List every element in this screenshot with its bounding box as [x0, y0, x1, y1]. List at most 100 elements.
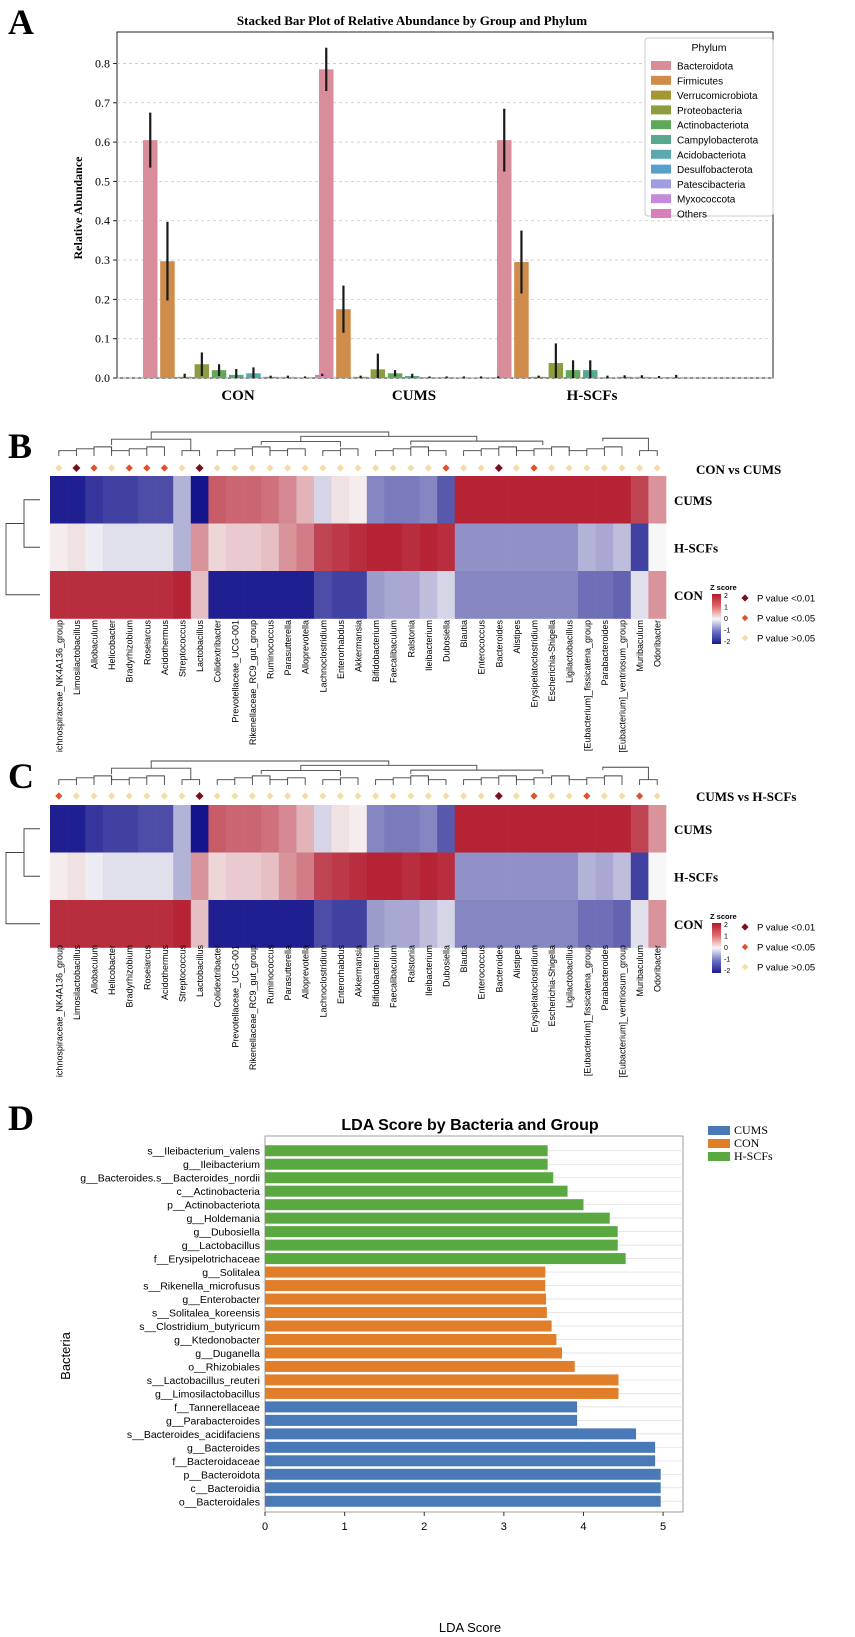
- panel-c-heatmap-cell: [437, 900, 456, 948]
- panel-c-significance-marker: [143, 792, 151, 800]
- panel-b-column-label: Bacteroides: [494, 620, 504, 668]
- panel-c-heatmap-cell: [226, 805, 244, 853]
- panel-c-heatmap-cell: [630, 852, 649, 901]
- panel-c-column-label: Alistipes: [512, 945, 522, 979]
- panel-c-heatmap-cell: [85, 900, 104, 948]
- panel-c-legend-label: P value <0.01: [757, 923, 815, 934]
- panel-b-heatmap-cell: [613, 523, 632, 572]
- panel-c-significance-marker: [195, 792, 204, 800]
- panel-c-heatmap-cell: [314, 805, 332, 853]
- panel-c-dendrogram-branch: [234, 777, 253, 785]
- panel-a-legend-swatch: [651, 105, 671, 115]
- panel-b-heatmap-cell: [331, 523, 350, 572]
- panel-c-significance-marker: [460, 792, 468, 800]
- panel-c-heatmap-cell: [560, 852, 579, 901]
- panel-c-heatmap-cell: [173, 805, 192, 853]
- panel-b-significance-marker: [108, 464, 116, 472]
- panel-b-significance-marker: [618, 464, 626, 472]
- panel-b-significance-marker: [372, 464, 380, 472]
- panel-c-heatmap-cell: [155, 805, 174, 853]
- panel-c-heatmap-cell: [138, 852, 156, 901]
- panel-b-significance-marker: [583, 464, 591, 472]
- panel-c-colorbar-tick: 0: [724, 945, 728, 952]
- panel-d-xtick-label: 2: [421, 1521, 427, 1533]
- panel-b-heatmap-cell: [402, 523, 420, 572]
- panel-b-heatmap-cell: [102, 476, 121, 524]
- panel-a-legend-swatch: [651, 179, 671, 189]
- panel-c-heatmap-cell: [102, 805, 121, 853]
- panel-b-column-label: Acidothermus: [160, 620, 170, 676]
- panel-b-heatmap-cell: [50, 523, 68, 572]
- panel-b-significance-marker: [600, 464, 608, 472]
- panel-c-column-label: Lactobacillus: [195, 945, 205, 998]
- panel-c-heatmap-cell: [595, 900, 614, 948]
- panel-b-heatmap-cell: [138, 476, 156, 524]
- panel-b-significance-marker: [424, 464, 432, 472]
- panel-b-column-label: Odoribacter: [653, 620, 663, 667]
- panel-c-heatmap-cell: [138, 900, 156, 948]
- panel-c-heatmap-cell: [384, 852, 403, 901]
- panel-label-c: C: [8, 756, 34, 796]
- panel-b-heatmap-cell: [366, 476, 385, 524]
- panel-b-heatmap-cell: [595, 571, 614, 619]
- panel-c-dendrogram-branch: [602, 766, 649, 780]
- panel-c-heatmap-cell: [630, 900, 649, 948]
- panel-b-column-label: Ligilactobacillus: [565, 620, 575, 684]
- panel-d-bar-label: p__Actinobacteriota: [167, 1200, 260, 1212]
- panel-c-heatmap-cell: [454, 852, 473, 901]
- panel-c-legend-label: P value <0.05: [757, 943, 815, 954]
- panel-d-bar-label: p__Bacteroidota: [184, 1469, 261, 1481]
- panel-b-column-label: Enterorhabdus: [336, 620, 346, 680]
- panel-b-column-label: Parabacteroides: [600, 620, 610, 686]
- panel-b-heatmap-cell: [155, 523, 174, 572]
- panel-b-dendrogram-branch: [322, 450, 341, 456]
- panel-b-significance-marker: [72, 464, 81, 472]
- panel-c-dendrogram-branch: [146, 775, 165, 785]
- panel-d-bar-label: o__Rhizobiales: [188, 1361, 260, 1373]
- panel-c-row-label: CON: [674, 917, 704, 932]
- panel-c-comparison: CUMS vs H-SCFs: [696, 789, 796, 804]
- panel-d-xtick-label: 5: [660, 1521, 666, 1533]
- panel-d-bar: [265, 1374, 619, 1386]
- panel-c-column-label: Allobaculum: [90, 945, 100, 994]
- panel-b-significance-marker: [530, 464, 538, 472]
- panel-b-column-label: Erysipelatoclostridium: [530, 620, 540, 708]
- panel-b-significance-marker: [354, 464, 362, 472]
- panel-b-heatmap-cell: [120, 571, 139, 619]
- panel-c-heatmap-cell: [296, 852, 315, 901]
- panel-d-legend-swatch: [708, 1152, 730, 1161]
- panel-b-heatmap-cell: [314, 476, 332, 524]
- panel-d-bar-label: s__Ileibacterium_valens: [147, 1146, 260, 1158]
- panel-b-column-label: Bifidobacterium: [371, 620, 381, 682]
- panel-b-heatmap-cell: [648, 571, 667, 619]
- panel-b-heatmap-cell: [560, 523, 579, 572]
- panel-c-significance-marker: [266, 792, 274, 800]
- panel-d-bar: [265, 1495, 661, 1507]
- panel-c-heatmap-cell: [331, 900, 350, 948]
- panel-b-heatmap-cell: [454, 476, 473, 524]
- panel-a-legend-swatch: [651, 135, 671, 144]
- panel-c-heatmap-cell: [120, 805, 139, 853]
- panel-b-heatmap-cell: [85, 476, 104, 524]
- panel-c-legend-marker: [741, 943, 749, 951]
- panel-b-significance-marker: [213, 464, 221, 472]
- panel-c-dendrogram-branch: [111, 775, 130, 785]
- panel-c-heatmap-cell: [454, 805, 473, 853]
- panel-c-column-label: Colidextribacter: [213, 945, 223, 1008]
- panel-b-legend-label: P value <0.05: [757, 614, 815, 625]
- panel-c-colorbar-tick: -2: [724, 968, 730, 975]
- panel-b-heatmap-cell: [648, 476, 667, 524]
- panel-c-heatmap-cell: [366, 805, 385, 853]
- panel-c-significance-marker: [530, 792, 538, 800]
- panel-c-heatmap-cell: [138, 805, 156, 853]
- panel-b-heatmap-cell: [630, 476, 649, 524]
- panel-b-heatmap-cell: [226, 523, 244, 572]
- panel-c-dendrogram-branch: [410, 769, 544, 774]
- panel-c-heatmap-cell: [243, 805, 262, 853]
- panel-c-dendrogram-branch: [375, 779, 394, 785]
- panel-b-legend-marker: [741, 614, 749, 622]
- panel-c-heatmap-cell: [208, 852, 227, 901]
- panel-c-column-label: Dubosiella: [442, 945, 452, 987]
- panel-b-heatmap-cell: [67, 476, 86, 524]
- panel-b-column-label: Lactobacillus: [195, 620, 205, 673]
